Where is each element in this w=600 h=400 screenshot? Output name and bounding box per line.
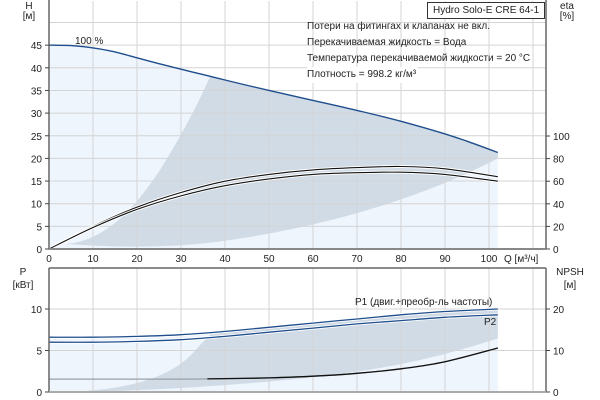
- tick-label-h: 20: [31, 154, 43, 165]
- series-eta-total: [48, 165, 498, 250]
- chart-title: Hydro Solo-E CRE 64-1: [427, 2, 546, 19]
- tick-label-q: 20: [131, 254, 143, 265]
- tick-label-q: 10: [87, 254, 99, 265]
- tick-label-eta: 60: [553, 177, 565, 188]
- series-p2: [48, 314, 498, 343]
- tick-label-q: 30: [175, 254, 187, 265]
- y-axis-label-npsh: NPSH: [556, 267, 584, 278]
- tick-label-h: 45: [31, 41, 43, 52]
- tick-label-h: 40: [31, 64, 43, 75]
- series-eta-pump: [48, 171, 498, 250]
- note-temperature: Температура перекачиваемой жидкости = 20…: [307, 53, 531, 64]
- annotation-100-percent: 100 %: [75, 36, 103, 47]
- tick-label-eta: 40: [553, 200, 565, 211]
- y-axis-unit-h: [м]: [23, 11, 36, 22]
- note-liquid: Перекачиваемая жидкость = Вода: [307, 37, 467, 48]
- y-axis-label-h: H: [25, 1, 32, 12]
- series-head-100: [48, 44, 499, 154]
- tick-label-p: 5: [36, 347, 42, 358]
- tick-label-q: 50: [263, 254, 275, 265]
- tick-label-q: 70: [351, 254, 363, 265]
- tick-label-q: 90: [439, 254, 451, 265]
- tick-label-p: 0: [36, 388, 42, 399]
- x-axis-label: Q [м³/ч]: [504, 254, 539, 265]
- tick-label-p: 10: [31, 305, 43, 316]
- y-axis-unit-npsh: [м]: [564, 280, 577, 291]
- y-axis-label-eta: eta: [560, 1, 574, 12]
- series-p1: [48, 308, 498, 338]
- tick-label-q: 60: [307, 254, 319, 265]
- tick-label-eta: 20: [553, 222, 565, 233]
- tick-label-q: 40: [219, 254, 231, 265]
- tick-label-q: 80: [395, 254, 407, 265]
- y-axis-unit-eta: [%]: [560, 11, 575, 22]
- legend-p2: P2: [484, 317, 497, 328]
- tick-label-npsh: 0: [553, 388, 559, 399]
- tick-label-npsh: 20: [553, 305, 565, 316]
- tick-label-h: 0: [36, 245, 42, 256]
- tick-label-h: 30: [31, 109, 43, 120]
- note-density: Плотность = 998.2 кг/м³: [307, 67, 419, 83]
- tick-label-eta: 80: [553, 155, 565, 166]
- y-axis-unit-p: [кВт]: [13, 280, 34, 291]
- tick-label-npsh: 10: [553, 347, 565, 358]
- y-axis-label-p: P: [20, 267, 27, 278]
- tick-label-h: 5: [36, 222, 42, 233]
- tick-label-h: 35: [31, 86, 43, 97]
- tick-label-h: 10: [31, 200, 43, 211]
- tick-label-eta: 100: [553, 132, 570, 143]
- series-npsh: [207, 347, 498, 380]
- note-fittings: Потери на фитингах и клапанах не вкл.: [307, 21, 490, 32]
- tick-label-h: 15: [31, 177, 43, 188]
- legend-p1: P1 (двиг.+преобр-ль частоты): [355, 296, 492, 308]
- tick-label-h: 25: [31, 132, 43, 143]
- operating-region-lower: [70, 309, 498, 392]
- tick-label-eta: 0: [553, 245, 559, 256]
- tick-label-q: 100: [481, 254, 498, 265]
- tick-label-q: 0: [46, 254, 52, 265]
